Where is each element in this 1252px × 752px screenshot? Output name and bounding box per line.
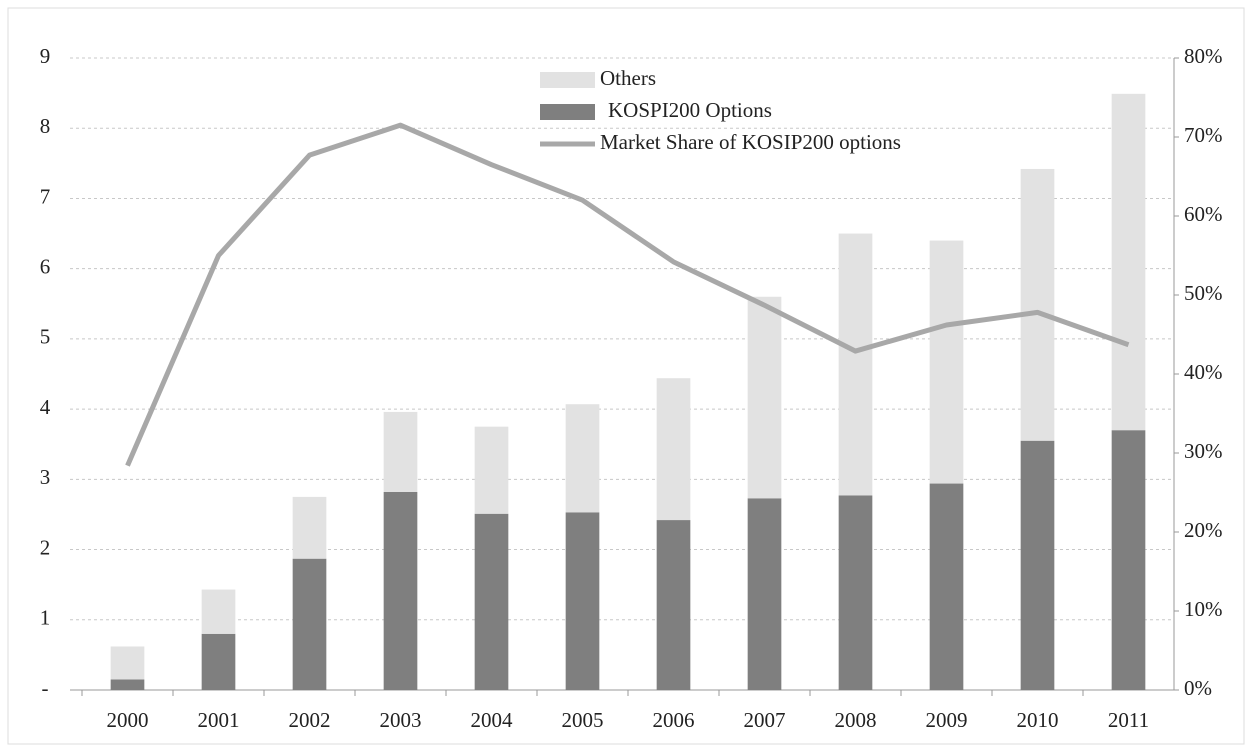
x-tick-label: 2003 <box>380 708 422 732</box>
x-tick-label: 2005 <box>562 708 604 732</box>
bar-segment <box>1111 93 1146 431</box>
legend-label: KOSPI200 Options <box>608 98 772 122</box>
bar-segment <box>838 233 873 496</box>
x-tick-label: 2011 <box>1108 708 1149 732</box>
x-tick-label: 2001 <box>198 708 240 732</box>
bar-segment <box>474 426 509 514</box>
bar-segment <box>383 491 418 690</box>
bar-segment <box>565 512 600 690</box>
y2-tick-label: 30% <box>1184 439 1223 463</box>
x-tick-label: 2006 <box>653 708 695 732</box>
bar-segment <box>747 296 782 499</box>
line <box>125 122 1130 467</box>
y2-tick-label: 0% <box>1184 676 1212 700</box>
bar-segment <box>201 633 236 690</box>
y2-tick-label: 40% <box>1184 360 1223 384</box>
bar-segment <box>838 495 873 690</box>
x-tick-label: 2008 <box>835 708 877 732</box>
y2-tick-label: 60% <box>1184 202 1223 226</box>
bar-segment <box>474 513 509 690</box>
y-tick-label: 5 <box>40 325 51 349</box>
bar-segment <box>110 679 145 690</box>
x-tick-label: 2007 <box>744 708 786 732</box>
y2-tick-label: 50% <box>1184 281 1223 305</box>
legend-swatch <box>540 72 595 88</box>
bar-segment <box>929 483 964 690</box>
bar-segment <box>383 411 418 492</box>
x-tick-label: 2002 <box>289 708 331 732</box>
bar-segment <box>929 240 964 484</box>
bar-segment <box>292 558 327 690</box>
x-tick-label: 2010 <box>1017 708 1059 732</box>
y2-tick-label: 70% <box>1184 123 1223 147</box>
bar-segment <box>201 589 236 634</box>
bar-segment <box>1111 430 1146 690</box>
bar-segment <box>292 496 327 559</box>
y-tick-label: 4 <box>40 395 51 419</box>
bar-segment <box>656 378 691 521</box>
y2-tick-label: 10% <box>1184 597 1223 621</box>
frame <box>7 7 1245 745</box>
x-tick-label: 2000 <box>107 708 149 732</box>
bar-segment <box>656 520 691 690</box>
y2-tick-label: 80% <box>1184 44 1223 68</box>
y-tick-label: 6 <box>40 254 51 278</box>
y-tick-label: 3 <box>40 465 51 489</box>
y-tick-label: 9 <box>40 44 51 68</box>
y-tick-label: 1 <box>40 606 51 630</box>
bar-segment <box>747 498 782 690</box>
bar-segment <box>1020 440 1055 690</box>
y2-tick-label: 20% <box>1184 518 1223 542</box>
bar-segment <box>110 646 145 680</box>
bar-segment <box>565 404 600 513</box>
y-tick-label: 8 <box>40 114 51 138</box>
x-tick-label: 2004 <box>471 708 514 732</box>
legend-label: Others <box>600 66 656 90</box>
legend-swatch <box>540 104 595 120</box>
y-tick-label: 7 <box>40 184 51 208</box>
y-tick-label: - <box>42 676 49 700</box>
bar-segment <box>1020 168 1055 441</box>
legend-label: Market Share of KOSIP200 options <box>600 130 901 154</box>
y-tick-label: 2 <box>40 535 51 559</box>
x-tick-label: 2009 <box>926 708 968 732</box>
